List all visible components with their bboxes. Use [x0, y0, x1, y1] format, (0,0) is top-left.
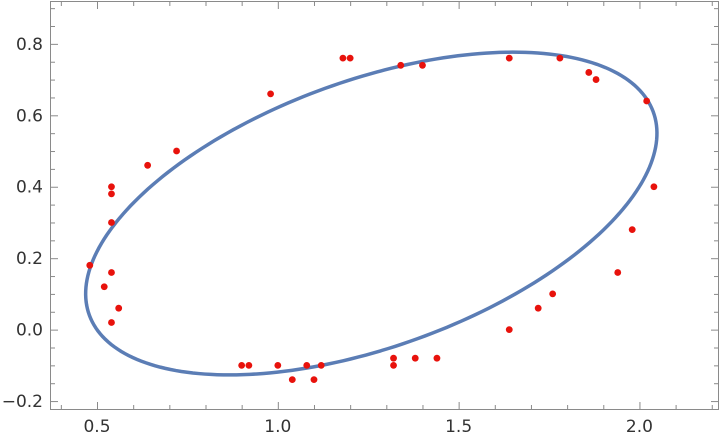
data-point	[390, 354, 397, 362]
data-point	[310, 376, 318, 384]
data-point	[339, 54, 347, 62]
data-point	[585, 69, 593, 76]
y-tick-label: −0.2	[2, 392, 43, 412]
data-point	[433, 354, 441, 362]
data-point	[108, 183, 115, 191]
data-point	[505, 54, 513, 62]
data-point	[556, 54, 564, 62]
axis-ticks	[51, 2, 718, 409]
data-points	[86, 54, 658, 384]
data-point	[100, 283, 108, 291]
data-point	[245, 361, 253, 369]
data-point	[267, 90, 274, 98]
data-point	[288, 376, 296, 384]
data-point	[628, 226, 636, 234]
data-point	[108, 319, 115, 326]
data-point	[274, 361, 282, 369]
data-point	[390, 361, 397, 369]
data-point	[592, 76, 600, 83]
data-point	[614, 269, 622, 276]
data-point	[419, 61, 426, 69]
x-tick-label: 1.5	[445, 417, 472, 437]
data-point	[108, 219, 115, 226]
data-point	[317, 361, 325, 369]
y-tick-label: 0.4	[16, 178, 43, 198]
y-tick-label: 0.2	[16, 249, 43, 269]
data-point	[505, 326, 513, 334]
data-point	[115, 304, 123, 312]
data-point	[238, 361, 246, 369]
plot-frame	[50, 1, 719, 410]
data-point	[108, 269, 115, 276]
y-tick-label: 0.8	[16, 35, 43, 55]
x-tick-label: 1.0	[264, 417, 291, 437]
data-point	[303, 361, 311, 369]
fitted-ellipse	[83, 50, 659, 377]
data-point	[144, 161, 152, 169]
data-point	[397, 61, 405, 69]
data-point	[534, 304, 542, 312]
plot-border	[50, 1, 719, 410]
y-tick-label: 0.6	[16, 106, 43, 126]
data-point	[173, 147, 180, 155]
x-tick-label: 2.0	[626, 417, 653, 437]
tick-labels: 0.5 1.0 1.5 2.0 −0.2 0.0 0.2 0.4 0.6 0.8	[2, 35, 653, 437]
data-point	[643, 97, 651, 105]
y-tick-label: 0.0	[16, 321, 43, 341]
data-point	[86, 261, 94, 269]
data-point	[108, 190, 115, 198]
data-point	[549, 290, 557, 298]
data-point	[346, 54, 354, 62]
data-point	[650, 183, 658, 191]
data-point	[411, 354, 419, 362]
x-tick-label: 0.5	[83, 417, 110, 437]
